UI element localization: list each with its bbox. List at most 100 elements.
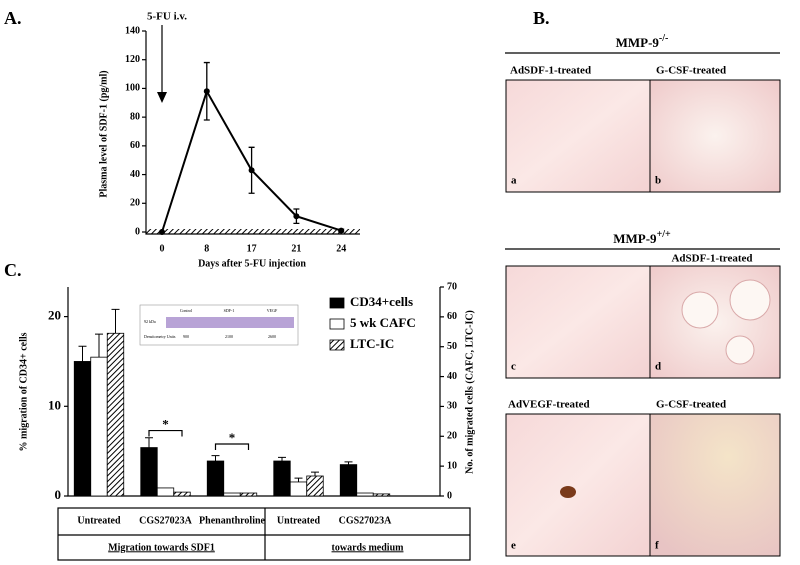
inset-column: VEGF xyxy=(267,308,278,313)
y2-tick-label: 0 xyxy=(447,490,452,501)
y-tick-label: 80 xyxy=(130,111,140,122)
bar xyxy=(273,460,291,497)
error-bar xyxy=(78,345,87,362)
bar xyxy=(90,356,108,497)
x-tick-label: CGS27023A xyxy=(139,515,193,526)
bar xyxy=(339,464,358,497)
annotation: 5-FU i.v. xyxy=(147,11,187,23)
bar xyxy=(73,361,92,497)
annotation: * xyxy=(162,417,169,432)
blot-band xyxy=(166,317,294,328)
y-tick-label: 100 xyxy=(125,83,140,94)
y-axis-label: Plasma level of SDF-1 (pg/ml) xyxy=(98,70,109,197)
image-letter: b xyxy=(655,175,661,187)
y-tick-label: 20 xyxy=(130,198,140,209)
y2-tick-label: 60 xyxy=(447,311,457,322)
error-bar xyxy=(311,471,319,476)
y2-tick-label: 40 xyxy=(447,371,457,382)
y2-tick-label: 20 xyxy=(447,431,457,442)
panel-label: A. xyxy=(4,8,22,28)
treatment-label: G-CSF-treated xyxy=(656,65,726,77)
inset-value: 2100 xyxy=(225,334,233,339)
annotation: * xyxy=(229,430,236,445)
y-tick-label: 60 xyxy=(130,140,140,151)
treatment-label: AdSDF-1-treated xyxy=(510,65,591,77)
y2-tick-label: 50 xyxy=(447,341,457,352)
y-tick-label: 40 xyxy=(130,169,140,180)
panel-label: C. xyxy=(4,260,22,280)
error-bar xyxy=(111,308,120,334)
bar xyxy=(372,493,391,497)
image-letter: c xyxy=(511,361,516,373)
baseline-band xyxy=(146,229,360,234)
y-tick-label: 120 xyxy=(125,54,140,65)
cell xyxy=(681,291,719,329)
bracket xyxy=(148,429,183,437)
legend-label: 5 wk CAFC xyxy=(350,315,416,330)
bar xyxy=(206,460,225,497)
point xyxy=(203,88,210,95)
arrow-head xyxy=(157,92,167,103)
micrograph xyxy=(649,413,781,557)
bar xyxy=(106,332,125,497)
micrograph xyxy=(505,265,651,379)
bracket xyxy=(214,443,250,451)
error-bar xyxy=(294,477,303,482)
bar xyxy=(289,481,308,497)
x-tick-label: 17 xyxy=(247,243,257,254)
cell xyxy=(729,279,771,321)
inset-column: Control xyxy=(180,308,193,313)
point xyxy=(248,167,255,174)
legend-swatch xyxy=(329,297,345,309)
x-tick-label: CGS27023A xyxy=(339,515,393,526)
image-letter: a xyxy=(511,175,517,187)
image-letter: f xyxy=(655,540,659,552)
y-tick-label: 0 xyxy=(135,226,140,237)
legend-label: CD34+cells xyxy=(350,294,413,309)
image-letter: e xyxy=(511,540,516,552)
y2-tick-label: 70 xyxy=(447,281,457,292)
micrograph xyxy=(649,79,781,193)
x-tick-label: 24 xyxy=(336,243,346,254)
y-axis-label: % migration of CD34+ cells xyxy=(18,332,29,451)
x-tick-label: 8 xyxy=(204,243,209,254)
bar xyxy=(223,492,241,497)
inset-value: 2600 xyxy=(268,334,276,339)
x-tick-label: Untreated xyxy=(277,515,321,526)
y-tick-label: 20 xyxy=(48,308,61,323)
bar xyxy=(156,487,175,497)
legend-swatch xyxy=(329,339,345,351)
image-letter: d xyxy=(655,361,661,373)
x-tick-label: 0 xyxy=(160,243,165,254)
x-tick-label: 21 xyxy=(291,243,301,254)
inset-row-label: Densitometry Units xyxy=(144,334,176,339)
bar xyxy=(356,492,374,497)
inset-value: 900 xyxy=(183,334,189,339)
x-axis-label: Days after 5-FU injection xyxy=(198,258,306,269)
y2-tick-label: 30 xyxy=(447,401,457,412)
micrograph xyxy=(505,79,651,193)
error-bar xyxy=(344,461,353,465)
y-tick-label: 140 xyxy=(125,25,140,36)
group-label: Migration towards SDF1 xyxy=(108,542,215,553)
x-tick-label: Untreated xyxy=(77,515,121,526)
group-label: towards medium xyxy=(332,542,405,553)
y2-tick-label: 10 xyxy=(447,460,457,471)
y-tick-label: 10 xyxy=(48,397,61,412)
bar xyxy=(239,492,258,497)
inset-column: SDF-1 xyxy=(224,308,235,313)
bar xyxy=(306,475,324,497)
stain xyxy=(560,486,576,498)
point xyxy=(293,213,300,220)
legend-swatch xyxy=(329,318,345,330)
cell xyxy=(725,335,755,365)
treatment-label: AdVEGF-treated xyxy=(508,399,590,411)
error-bar xyxy=(145,437,153,448)
treatment-label: AdSDF-1-treated xyxy=(671,253,752,265)
error-bar xyxy=(278,456,286,462)
legend-label: LTC-IC xyxy=(350,336,394,351)
genotype: MMP-9-/- xyxy=(616,33,669,50)
x-tick-label: Phenanthroline xyxy=(199,515,265,526)
error-bar xyxy=(211,455,220,462)
